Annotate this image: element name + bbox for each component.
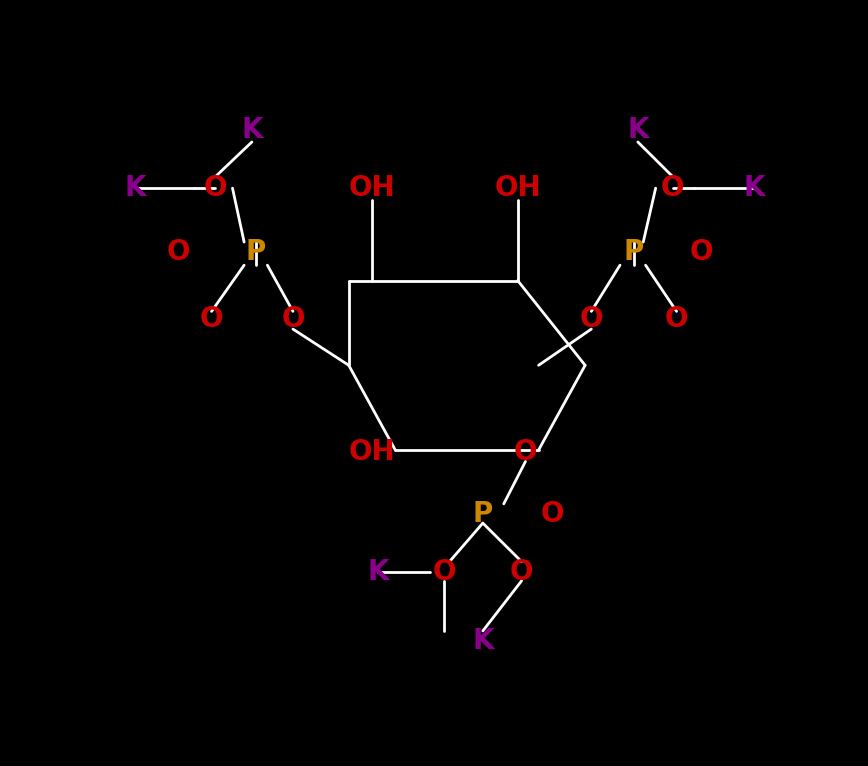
Text: K: K bbox=[241, 116, 263, 145]
Text: O: O bbox=[661, 174, 685, 202]
Text: O: O bbox=[432, 558, 456, 586]
Text: P: P bbox=[246, 238, 266, 266]
Text: O: O bbox=[510, 558, 533, 586]
Text: K: K bbox=[472, 627, 494, 655]
Text: O: O bbox=[665, 305, 688, 333]
Text: P: P bbox=[473, 500, 493, 528]
Text: O: O bbox=[281, 305, 305, 333]
Text: P: P bbox=[624, 238, 644, 266]
Text: O: O bbox=[514, 438, 537, 466]
Text: O: O bbox=[204, 174, 227, 202]
Text: O: O bbox=[689, 238, 713, 266]
Text: K: K bbox=[627, 116, 648, 145]
Text: K: K bbox=[367, 558, 389, 586]
Text: K: K bbox=[743, 174, 765, 202]
Text: K: K bbox=[125, 174, 147, 202]
Text: OH: OH bbox=[349, 438, 395, 466]
Text: O: O bbox=[200, 305, 223, 333]
Text: O: O bbox=[541, 500, 564, 528]
Text: OH: OH bbox=[495, 174, 541, 202]
Text: O: O bbox=[167, 238, 190, 266]
Text: OH: OH bbox=[349, 174, 395, 202]
Text: O: O bbox=[580, 305, 603, 333]
